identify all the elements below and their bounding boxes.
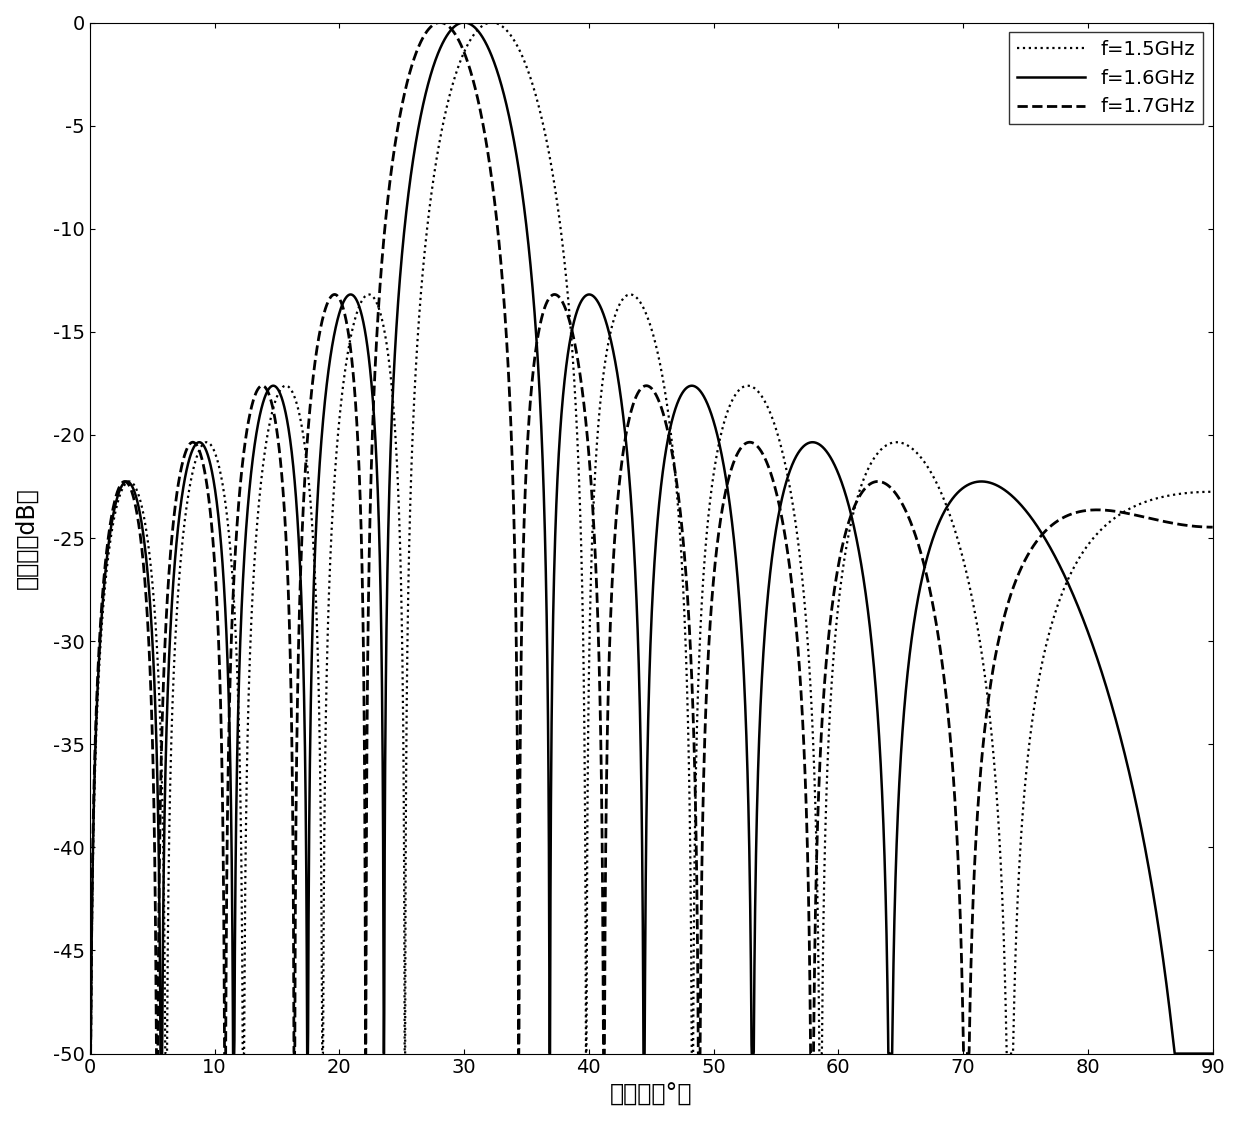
Legend: f=1.5GHz, f=1.6GHz, f=1.7GHz: f=1.5GHz, f=1.6GHz, f=1.7GHz	[1009, 33, 1203, 125]
f=1.5GHz	[485, 16, 500, 29]
f=1.6GHz	[286, 465, 301, 478]
f=1.5GHz	[812, 1047, 827, 1060]
f=1.7GHz	[433, 16, 448, 29]
Line: f=1.6GHz: f=1.6GHz	[89, 22, 1213, 1054]
f=1.7GHz	[82, 1047, 97, 1060]
f=1.6GHz	[812, 439, 827, 452]
f=1.5GHz	[1205, 485, 1220, 498]
f=1.6GHz	[512, 164, 527, 177]
f=1.6GHz	[1006, 490, 1021, 504]
f=1.5GHz	[756, 393, 771, 406]
f=1.7GHz	[756, 449, 771, 462]
X-axis label: 方向角（°）: 方向角（°）	[610, 1083, 692, 1107]
f=1.7GHz	[1205, 521, 1220, 534]
f=1.6GHz	[1205, 1047, 1220, 1060]
Line: f=1.7GHz: f=1.7GHz	[89, 22, 1213, 1054]
f=1.5GHz	[512, 43, 527, 56]
Y-axis label: 归一化（dB）: 归一化（dB）	[15, 487, 38, 589]
f=1.5GHz	[286, 388, 301, 402]
f=1.6GHz	[456, 16, 471, 29]
Line: f=1.5GHz: f=1.5GHz	[89, 22, 1213, 1054]
f=1.7GHz	[1006, 581, 1021, 595]
f=1.6GHz	[920, 549, 935, 562]
f=1.7GHz	[512, 1028, 527, 1041]
f=1.7GHz	[920, 574, 935, 588]
f=1.5GHz	[920, 460, 935, 473]
f=1.7GHz	[286, 972, 301, 985]
f=1.6GHz	[756, 645, 771, 659]
f=1.5GHz	[82, 1047, 97, 1060]
f=1.7GHz	[812, 748, 827, 762]
f=1.6GHz	[82, 1047, 97, 1060]
f=1.5GHz	[1006, 1039, 1021, 1052]
